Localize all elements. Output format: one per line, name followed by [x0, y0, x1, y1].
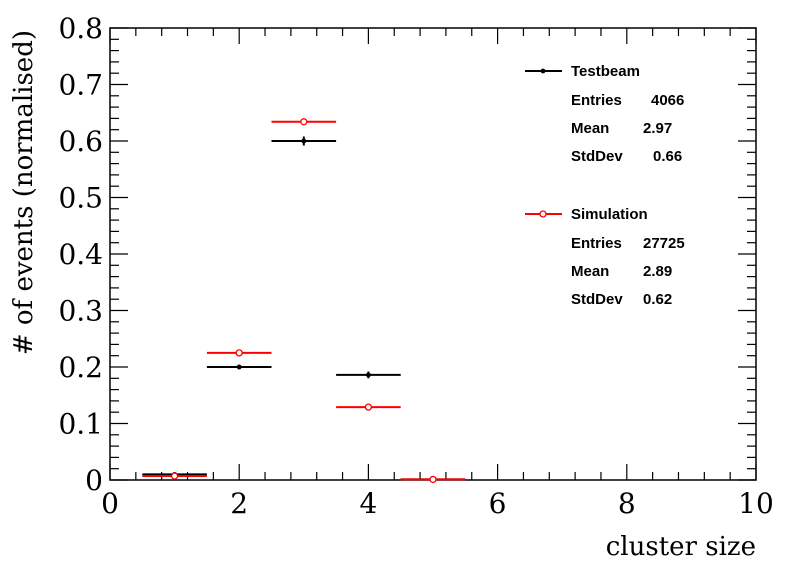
legend-label: Testbeam	[571, 63, 640, 80]
series-simulation	[142, 118, 466, 484]
axis-ticks	[109, 27, 757, 481]
legend-marker	[539, 210, 547, 218]
series-testbeam	[142, 136, 466, 482]
y-tick-label: 0	[85, 464, 103, 497]
stat-value: 2.89	[643, 263, 672, 280]
x-axis-title: cluster size	[606, 532, 756, 562]
stat-value: 27725	[643, 235, 685, 252]
stat-label: Entries	[571, 235, 622, 252]
stat-value: 0.62	[643, 291, 672, 308]
x-tick-label: 8	[618, 487, 636, 520]
y-tick-label: 0.8	[58, 12, 103, 45]
data-point	[366, 372, 371, 378]
data-point	[301, 138, 307, 144]
y-tick-label: 0.6	[58, 125, 103, 158]
data-point	[236, 364, 242, 370]
data-point	[429, 475, 437, 484]
data-point	[364, 403, 373, 411]
stat-value: 2.97	[643, 120, 672, 137]
data-point	[235, 349, 243, 357]
y-tick-label: 0.1	[58, 408, 103, 441]
x-tick-label: 0	[101, 487, 119, 520]
legend: Testbeam Entries 4066 Mean 2.97 StdDev 0.66 Sim…	[525, 63, 685, 308]
stat-label: Mean	[571, 263, 609, 280]
legend-entry-testbeam: Testbeam Entries 4066 Mean 2.97 StdDev 0.66	[525, 63, 684, 165]
legend-label: Simulation	[571, 206, 648, 223]
x-tick-label: 6	[489, 487, 507, 520]
stat-label: Mean	[571, 120, 609, 137]
data-point	[300, 118, 308, 126]
y-tick-label: 0.7	[58, 69, 103, 102]
stat-value: 0.66	[653, 148, 682, 165]
y-tick-label: 0.2	[58, 351, 103, 384]
legend-entry-simulation: Simulation Entries 27725 Mean 2.89 StdDev 0.62	[525, 206, 685, 308]
x-tick-label: 2	[230, 487, 248, 520]
data-point	[170, 472, 179, 480]
x-tick-label: 4	[359, 487, 377, 520]
y-tick-label: 0.5	[58, 182, 103, 215]
stat-label: StdDev	[571, 148, 623, 165]
stat-label: StdDev	[571, 291, 623, 308]
y-axis-title: # of events (normalised)	[9, 30, 39, 355]
axis-tick-labels: 0 2 4 6 8 10 0 0.1 0.2 0.3 0.4 0.5 0.6 0.7 0.8	[58, 12, 773, 520]
data-series	[142, 118, 466, 484]
x-tick-label: 10	[738, 487, 774, 520]
y-tick-label: 0.3	[58, 295, 103, 328]
stat-label: Entries	[571, 92, 622, 109]
legend-marker	[540, 68, 546, 74]
stat-value: 4066	[651, 92, 684, 109]
y-tick-label: 0.4	[58, 238, 103, 271]
